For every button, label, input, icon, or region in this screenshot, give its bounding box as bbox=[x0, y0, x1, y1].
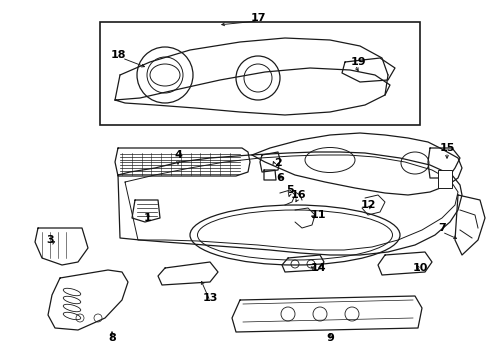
Text: 17: 17 bbox=[250, 13, 266, 23]
Text: 16: 16 bbox=[290, 190, 306, 200]
Text: 2: 2 bbox=[274, 158, 282, 168]
Text: 10: 10 bbox=[412, 263, 428, 273]
Text: 6: 6 bbox=[276, 173, 284, 183]
Text: 14: 14 bbox=[310, 263, 326, 273]
Text: 18: 18 bbox=[110, 50, 126, 60]
Text: 7: 7 bbox=[438, 223, 446, 233]
Text: 15: 15 bbox=[440, 143, 455, 153]
Bar bbox=[438, 170, 452, 188]
Text: 19: 19 bbox=[350, 57, 366, 67]
Text: 9: 9 bbox=[326, 333, 334, 343]
Text: 1: 1 bbox=[144, 213, 152, 223]
Bar bbox=[100, 22, 420, 125]
Text: 11: 11 bbox=[310, 210, 326, 220]
Text: 13: 13 bbox=[202, 293, 218, 303]
Text: 12: 12 bbox=[360, 200, 376, 210]
Text: 5: 5 bbox=[286, 185, 294, 195]
Text: 4: 4 bbox=[174, 150, 182, 160]
Text: 3: 3 bbox=[46, 235, 54, 245]
Text: 8: 8 bbox=[108, 333, 116, 343]
